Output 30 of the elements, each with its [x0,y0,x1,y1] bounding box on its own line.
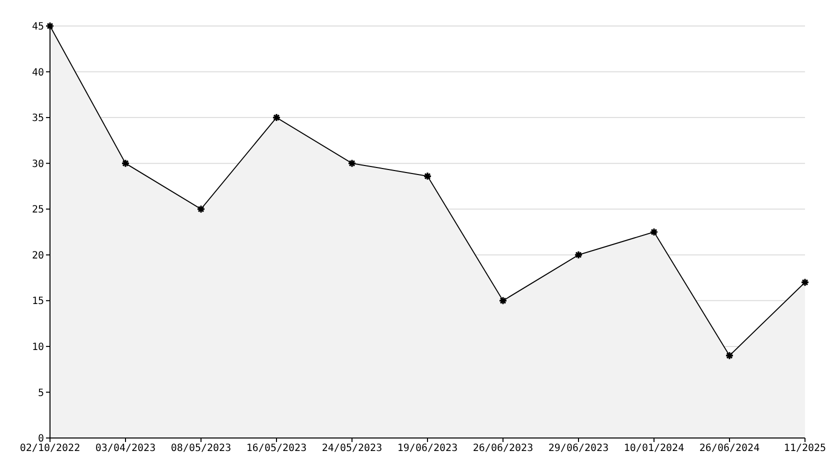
point [650,228,658,236]
y-tick-label: 5 [38,388,44,399]
point [272,113,281,122]
x-tick-label: 16/05/2023 [246,443,307,454]
x-tick-label: 10/01/2024 [624,443,684,454]
y-tick-label: 25 [32,204,44,216]
x-tick-label: 26/06/2023 [472,443,534,454]
x-tick-label: 24/05/2023 [322,443,382,454]
y-tick-label: 10 [32,342,44,353]
y-tick-label: 45 [32,22,44,33]
point [196,204,206,214]
point [725,351,734,360]
point [348,159,356,168]
point [423,172,432,180]
y-tick-label: 20 [32,250,44,262]
x-tick-label: 19/06/2023 [397,443,458,454]
x-tick-label: 08/05/2023 [170,443,232,454]
y-tick-label: 15 [32,296,44,308]
x-tick-label: 26/06/2024 [699,443,760,454]
x-tick-label: 11/2025 [784,443,826,454]
y-tick-label: 35 [32,113,44,124]
y-tick-label: 40 [32,67,44,78]
y-tick-label: 0 [38,434,44,445]
point [498,296,508,305]
x-tick-label: 02/10/2022 [20,443,80,454]
x-tick-label: 29/06/2023 [548,443,609,454]
point [574,250,583,260]
x-tick-label: 03/04/2023 [95,443,156,454]
point [121,159,130,168]
y-tick-label: 30 [32,158,44,170]
